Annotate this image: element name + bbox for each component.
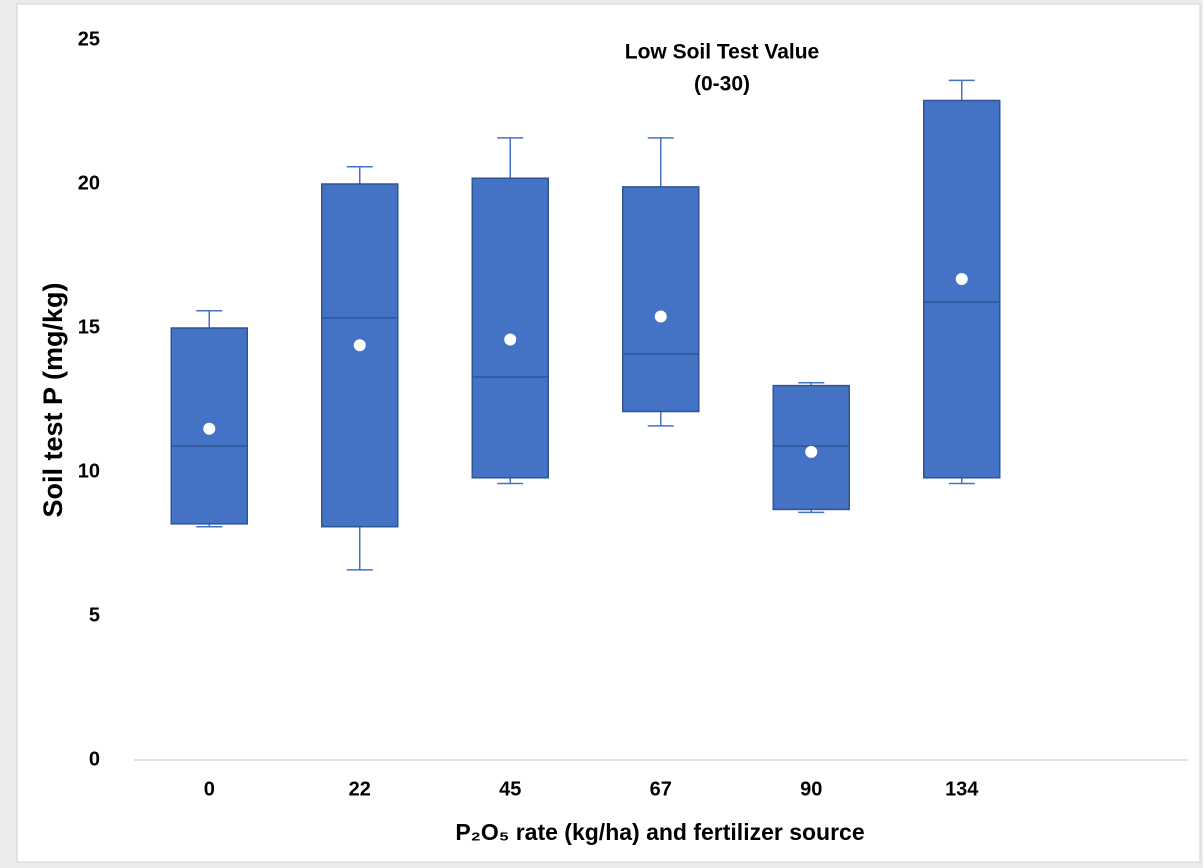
y-tick-label: 20 [78,172,100,194]
mean-dot [203,422,216,435]
chart-title: Low Soil Test Value [625,41,820,64]
mean-dot [504,333,517,346]
x-tick-label: 22 [349,778,371,800]
x-tick-label: 134 [945,778,979,800]
x-tick-label: 0 [204,778,215,800]
box [923,99,1001,479]
chart-subtitle: (0-30) [694,73,750,96]
mean-dot [805,445,818,458]
mean-dot [955,273,968,286]
mean-dot [353,339,366,352]
x-tick-label: 90 [800,778,822,800]
mean-dot [654,310,667,323]
x-tick-label: 67 [650,778,672,800]
y-tick-label: 25 [78,28,100,50]
box [471,177,549,479]
y-tick-label: 15 [78,316,100,338]
box [321,183,399,528]
y-axis-label: Soil test P (mg/kg) [38,282,68,517]
y-tick-label: 0 [89,748,100,770]
x-axis-label: P₂O₅ rate (kg/ha) and fertilizer source [455,819,864,845]
box [622,186,700,413]
x-tick-label: 45 [499,778,521,800]
y-tick-label: 5 [89,604,100,626]
y-tick-label: 10 [78,460,100,482]
